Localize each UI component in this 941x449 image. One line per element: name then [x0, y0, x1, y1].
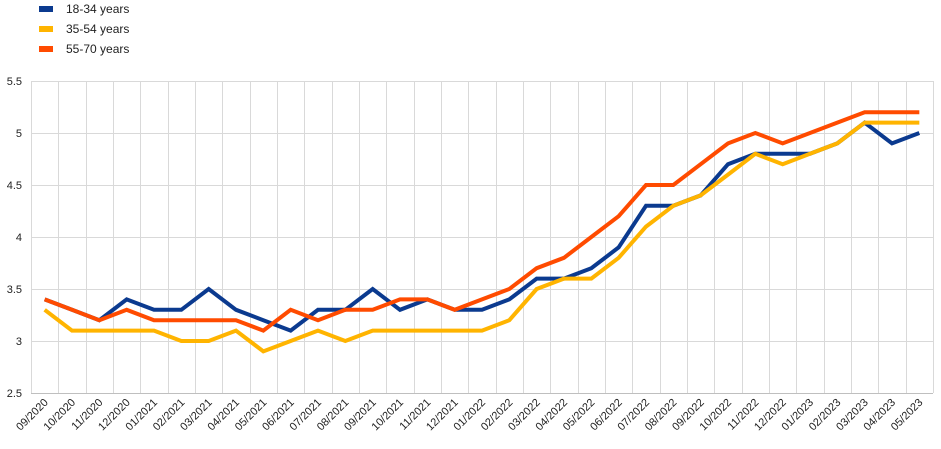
y-tick-label: 4	[16, 232, 22, 244]
legend-swatch	[39, 46, 53, 52]
legend: 18-34 years 35-54 years 55-70 years	[39, 2, 129, 56]
series-lines	[43, 110, 921, 354]
legend-item: 35-54 years	[39, 22, 129, 36]
y-axis: 2.5 3 3.5 4 4.5 5 5.5	[7, 76, 22, 400]
x-axis: 09/202010/202011/202012/202001/202102/20…	[14, 397, 925, 434]
legend-label: 35-54 years	[66, 22, 129, 36]
y-tick-label: 5.5	[7, 76, 22, 88]
y-tick-label: 4.5	[7, 180, 22, 192]
y-tick-label: 3.5	[7, 284, 22, 296]
y-tick-label: 3	[16, 336, 22, 348]
legend-swatch	[39, 6, 53, 12]
series-line-1	[43, 120, 921, 333]
legend-item: 18-34 years	[39, 2, 129, 16]
legend-item: 55-70 years	[39, 42, 129, 56]
series-line-3	[43, 110, 920, 333]
y-tick-label: 5	[16, 128, 22, 140]
legend-swatch	[39, 26, 53, 32]
series-line-2	[43, 120, 920, 354]
legend-label: 18-34 years	[66, 2, 129, 16]
grid	[31, 81, 934, 394]
legend-label: 55-70 years	[66, 42, 129, 56]
y-tick-label: 2.5	[7, 388, 22, 400]
